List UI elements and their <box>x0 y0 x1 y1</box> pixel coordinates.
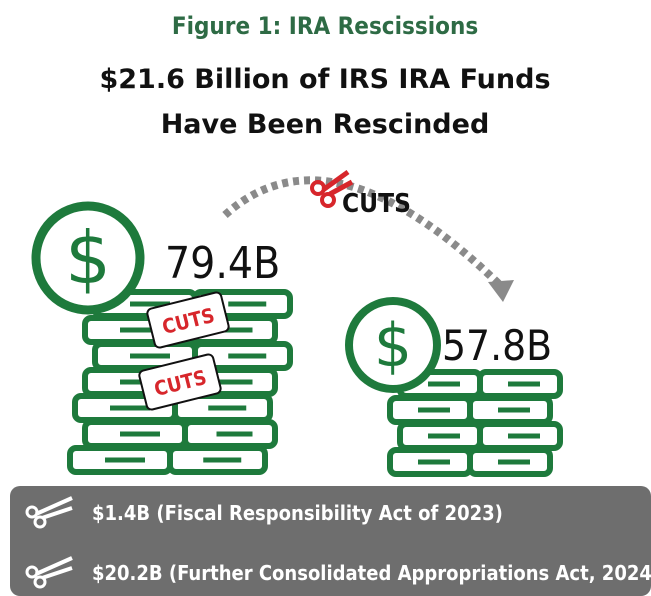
amount-after: 57.8B <box>442 321 552 370</box>
coin-symbol: $ <box>374 311 412 381</box>
figure-title: Figure 1: IRA Rescissions <box>172 12 478 40</box>
headline: Have Been Rescinded <box>161 109 490 140</box>
arrow-head <box>488 280 514 302</box>
arrow-label: CUTS <box>342 189 411 219</box>
coin-symbol: $ <box>65 216 111 300</box>
rescission-item: $20.2B (Further Consolidated Appropriati… <box>92 561 651 585</box>
rescission-item: $1.4B (Fiscal Responsibility Act of 2023… <box>92 501 503 525</box>
headline: $21.6 Billion of IRS IRA Funds <box>99 64 550 95</box>
amount-before: 79.4B <box>165 238 280 289</box>
infographic: Figure 1: IRA Rescissions $21.6 Billion … <box>0 0 651 596</box>
